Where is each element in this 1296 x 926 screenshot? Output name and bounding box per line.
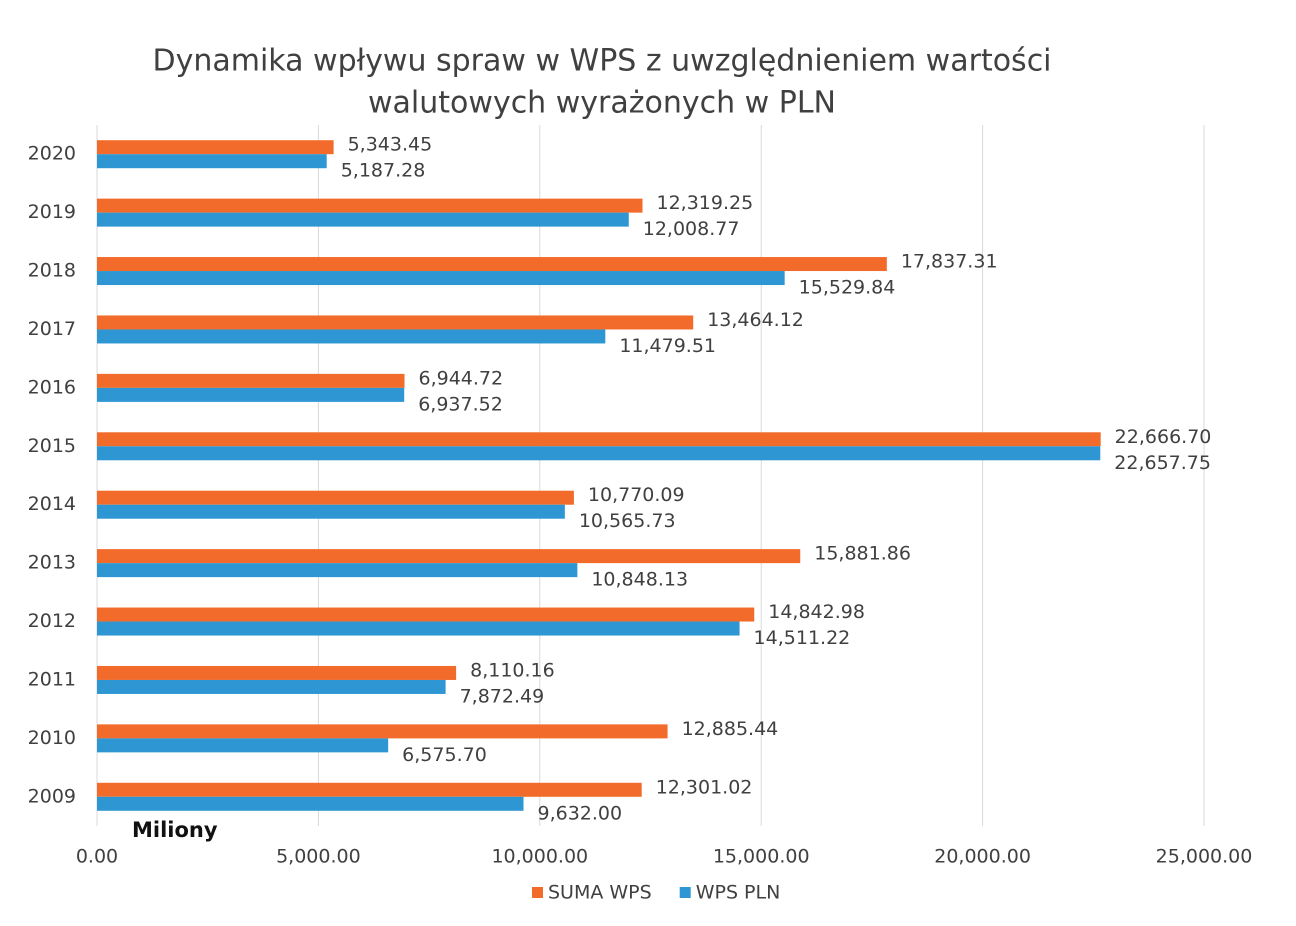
data-label: 15,529.84 [799, 277, 896, 299]
axis-annotation: Miliony [132, 818, 218, 842]
y-tick-label: 2009 [28, 785, 76, 807]
bar [97, 621, 740, 636]
chart-title: Dynamika wpływu spraw w WPS z uwzględnie… [152, 44, 1051, 79]
bar [97, 665, 457, 680]
data-label: 10,848.13 [591, 569, 688, 591]
bar [97, 212, 629, 227]
data-label: 10,770.09 [588, 484, 685, 506]
y-tick-label: 2018 [28, 260, 76, 282]
y-tick-label: 2015 [28, 435, 76, 457]
bar [97, 154, 327, 169]
x-tick-label: 0.00 [76, 846, 118, 868]
bar [97, 738, 389, 753]
data-label: 22,657.75 [1114, 452, 1211, 474]
x-tick-label: 5,000.00 [276, 846, 361, 868]
bar [97, 607, 755, 622]
bar [97, 490, 574, 505]
y-tick-label: 2012 [28, 610, 76, 632]
y-tick-label: 2020 [28, 143, 76, 165]
data-label: 12,885.44 [682, 718, 779, 740]
data-label: 12,301.02 [656, 776, 753, 798]
legend-label: WPS PLN [696, 882, 781, 904]
bar [97, 329, 606, 344]
data-label: 11,479.51 [619, 335, 716, 357]
y-tick-label: 2014 [28, 493, 76, 515]
data-label: 15,881.86 [814, 543, 911, 565]
bar [97, 315, 694, 330]
y-tick-label: 2017 [28, 318, 76, 340]
y-tick-label: 2016 [28, 376, 76, 398]
y-tick-label: 2011 [28, 668, 76, 690]
bar [97, 679, 446, 694]
data-label: 14,842.98 [768, 601, 865, 623]
bar [97, 140, 334, 155]
data-label: 12,319.25 [656, 192, 753, 214]
bar [97, 563, 578, 578]
legend-label: SUMA WPS [548, 882, 652, 904]
data-label: 9,632.00 [538, 802, 623, 824]
data-label: 6,575.70 [402, 744, 487, 766]
legend-swatch [532, 887, 543, 898]
x-tick-label: 10,000.00 [491, 846, 588, 868]
bar [97, 198, 643, 213]
x-tick-label: 25,000.00 [1156, 846, 1253, 868]
legend-swatch [679, 887, 691, 898]
data-label: 7,872.49 [460, 685, 545, 707]
bar [97, 446, 1101, 461]
bar [97, 387, 405, 402]
bar [97, 782, 642, 797]
bar [97, 271, 785, 286]
bar [97, 257, 887, 272]
x-tick-label: 20,000.00 [934, 846, 1031, 868]
data-label: 5,187.28 [341, 160, 426, 182]
data-label: 22,666.70 [1115, 426, 1212, 448]
data-label: 14,511.22 [754, 627, 851, 649]
bar [97, 724, 668, 739]
bar [97, 373, 405, 388]
x-tick-label: 15,000.00 [713, 846, 810, 868]
bar [97, 796, 524, 811]
bar [97, 432, 1101, 447]
bar [97, 549, 801, 564]
y-tick-label: 2019 [28, 201, 76, 223]
data-label: 6,937.52 [418, 393, 503, 415]
data-label: 5,343.45 [348, 134, 433, 156]
data-label: 17,837.31 [901, 251, 998, 273]
data-label: 13,464.12 [707, 309, 804, 331]
y-tick-label: 2010 [28, 727, 76, 749]
data-label: 10,565.73 [579, 510, 676, 532]
data-label: 6,944.72 [419, 367, 504, 389]
y-tick-label: 2013 [28, 552, 76, 574]
data-label: 8,110.16 [470, 659, 555, 681]
data-label: 12,008.77 [643, 218, 740, 240]
chart-title: walutowych wyrażonych w PLN [368, 86, 836, 121]
bar [97, 504, 565, 519]
